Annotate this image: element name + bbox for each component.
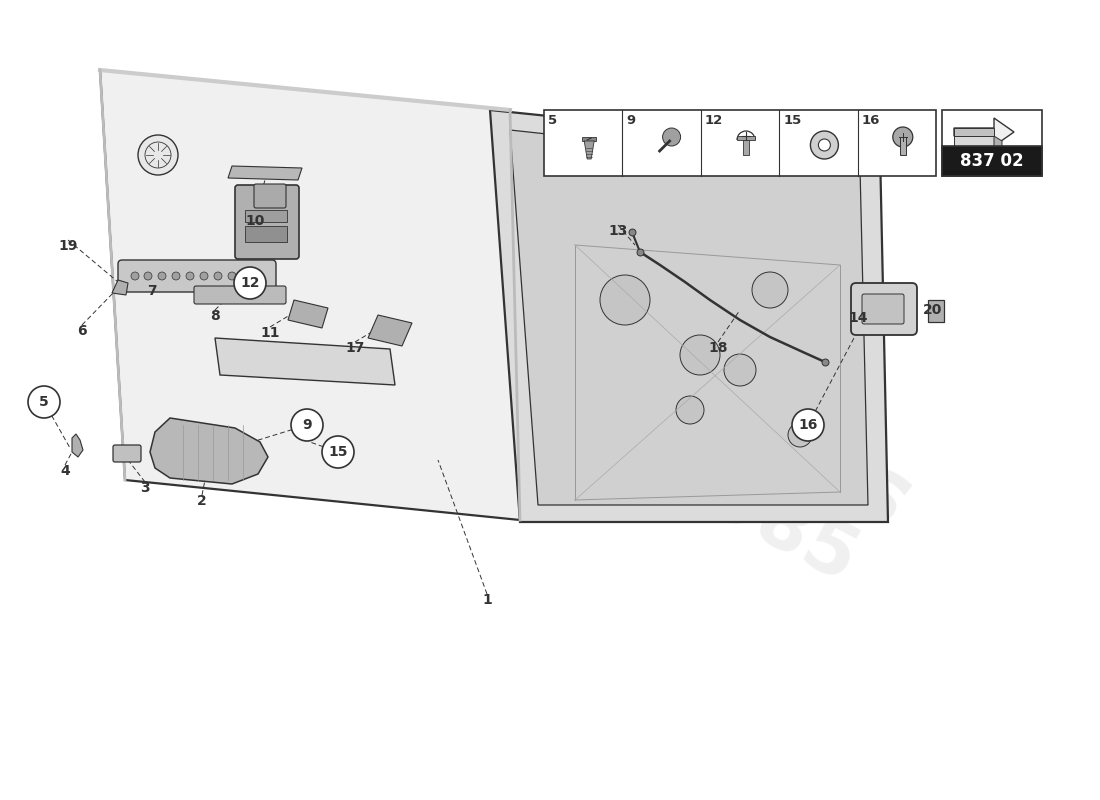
Circle shape [144,272,152,280]
Circle shape [214,272,222,280]
Text: 14: 14 [848,311,868,325]
Circle shape [292,409,323,441]
Bar [942,146,1042,176]
Polygon shape [490,110,888,522]
Text: 3: 3 [140,481,150,495]
Circle shape [676,396,704,424]
Polygon shape [584,141,594,159]
FancyBboxPatch shape [113,445,141,462]
Polygon shape [994,136,1002,152]
Circle shape [680,335,720,375]
Circle shape [662,128,681,146]
Circle shape [322,436,354,468]
Text: 20: 20 [923,303,943,317]
Bar [928,300,944,322]
Circle shape [724,354,756,386]
FancyBboxPatch shape [235,185,299,259]
Text: a passion for: a passion for [509,375,730,514]
Text: 4: 4 [60,464,70,478]
Text: 18: 18 [708,341,728,355]
Text: 7: 7 [147,284,157,298]
Circle shape [131,272,139,280]
Polygon shape [112,280,128,295]
Bar [582,137,596,141]
Text: 9: 9 [302,418,311,432]
Circle shape [172,272,180,280]
Polygon shape [228,166,302,180]
Circle shape [818,139,830,151]
Bar [544,110,936,176]
Text: 15: 15 [783,114,802,127]
Circle shape [600,275,650,325]
Circle shape [792,409,824,441]
Circle shape [158,272,166,280]
Polygon shape [288,300,328,328]
Text: 837 02: 837 02 [960,152,1024,170]
Text: 1: 1 [482,593,492,607]
Text: 13: 13 [608,224,628,238]
Polygon shape [368,315,412,346]
Polygon shape [954,128,994,136]
FancyBboxPatch shape [118,260,276,292]
Polygon shape [954,118,1014,146]
Circle shape [186,272,194,280]
Circle shape [254,272,262,280]
FancyBboxPatch shape [254,184,286,208]
FancyBboxPatch shape [851,283,917,335]
Bar [942,110,1042,176]
Bar [737,136,755,140]
Polygon shape [150,418,268,484]
Circle shape [893,127,913,147]
Polygon shape [510,130,868,505]
Bar [742,140,749,155]
Text: 6: 6 [77,324,87,338]
Text: 9: 9 [626,114,636,127]
Text: 12: 12 [240,276,260,290]
Text: 8: 8 [210,309,220,323]
Text: 19: 19 [58,239,78,253]
FancyBboxPatch shape [862,294,904,324]
Bar [942,146,1042,176]
Text: 5: 5 [40,395,48,409]
Bar [245,210,287,222]
Circle shape [242,272,250,280]
Text: 10: 10 [245,214,265,228]
Polygon shape [100,70,520,520]
Polygon shape [214,338,395,385]
Bar [245,226,287,242]
Text: 12: 12 [705,114,723,127]
Text: 1985: 1985 [651,438,869,602]
Text: 16: 16 [861,114,880,127]
Bar [900,137,905,155]
Text: 11: 11 [261,326,279,340]
Text: 5: 5 [548,114,557,127]
Circle shape [200,272,208,280]
Text: 2: 2 [197,494,207,508]
Polygon shape [954,136,994,146]
Text: eurospares: eurospares [354,189,925,551]
FancyBboxPatch shape [194,286,286,304]
Circle shape [28,386,60,418]
Polygon shape [72,434,82,457]
Text: 17: 17 [345,341,365,355]
Circle shape [752,272,788,308]
Circle shape [788,423,812,447]
Circle shape [138,135,178,175]
Circle shape [811,131,838,159]
Text: 16: 16 [799,418,817,432]
Circle shape [228,272,236,280]
Circle shape [234,267,266,299]
Text: 15: 15 [328,445,348,459]
